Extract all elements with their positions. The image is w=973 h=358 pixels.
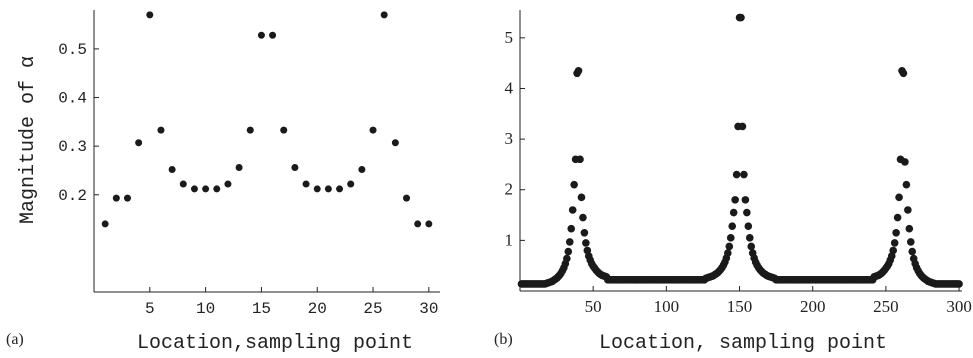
panel-b-label: (b) (494, 331, 513, 348)
panel-a-data-point (202, 185, 210, 193)
panel-b-data-point (731, 196, 739, 204)
panel-a-data-point (269, 31, 277, 39)
panel-a-data-point (403, 194, 411, 202)
panel-b-y-tick-label: 4 (505, 78, 514, 97)
panel-a-data-point (146, 11, 154, 19)
panel-b-data-point (904, 206, 912, 214)
panel-b-y-tick-label: 3 (505, 129, 514, 148)
panel-a-data-point (324, 185, 332, 193)
panel-a-data-point (313, 185, 321, 193)
panel-b-x-tick-label: 100 (654, 297, 680, 316)
panel-b-y-tick-label: 1 (505, 230, 514, 249)
panel-a-data-point (280, 126, 288, 134)
panel-a-data-point (302, 180, 310, 188)
panel-b-data-point (724, 249, 732, 257)
panel-b-data-point (567, 224, 576, 233)
panel-b-data-point (582, 239, 590, 247)
panel-a-y-tick-label: 0.2 (58, 187, 87, 205)
panel-b-data-point (568, 206, 577, 214)
panel-b-data-point (905, 224, 914, 233)
panel-b-data-point (580, 228, 589, 237)
panel-a-label: (a) (6, 331, 24, 348)
panel-a-data-point (235, 164, 243, 172)
panel-b-data-point (908, 247, 917, 256)
panel-b-data-point (747, 242, 756, 251)
panel-b-data-point (744, 222, 753, 230)
panel-b-data-point (565, 238, 574, 246)
panel-b-x-axis-title: Location, sampling point (599, 332, 887, 355)
panel-b-y-tick-label: 2 (505, 180, 514, 199)
panel-a-data-point (257, 31, 265, 39)
panel-b-x-tick-label: 300 (946, 297, 972, 316)
panel-b-data-point (725, 242, 734, 251)
panel-a-data-point (336, 185, 344, 193)
panel-b-data-point (577, 193, 586, 202)
panel-b-data-point (570, 180, 578, 189)
panel-a-y-tick-label: 0.4 (58, 90, 87, 108)
panel-a-y-axis-title: Magnitude of α (17, 56, 40, 224)
panel-a-data-point (246, 126, 254, 134)
panel-b-data-point (728, 222, 737, 230)
panel-b-x-tick-label: 50 (585, 297, 602, 316)
panel-b-y-tick-label: 5 (505, 28, 514, 47)
panel-b-data-point (895, 193, 903, 202)
panel-b-data-point (576, 155, 584, 164)
panel-a-data-point (369, 126, 377, 134)
panel-b-data-point (899, 69, 908, 78)
panel-a-data-point (157, 126, 165, 134)
panel-b-data-point (732, 170, 741, 179)
panel-b-data-point (738, 122, 747, 131)
panel-b-data-point (889, 246, 898, 255)
panel-a-x-tick-label: 10 (196, 300, 215, 318)
panel-b-data-point (892, 228, 900, 237)
panel-b-data-point (726, 234, 735, 242)
panel-a-data-point (358, 165, 366, 173)
panel-a-data-point (179, 180, 187, 188)
panel-a-data-point (101, 220, 109, 228)
panel-b-data-point (955, 280, 963, 288)
panel-a-x-tick-label: 25 (363, 300, 382, 318)
panel-b-data-point (563, 254, 571, 263)
panel-b-data-point (743, 208, 751, 217)
panel-b-data-point (745, 234, 754, 242)
panel-a-data-point (414, 220, 422, 228)
panel-b-x-tick-label: 150 (727, 297, 753, 316)
panel-a-data-point (112, 194, 120, 202)
panel-a-x-tick-label: 20 (308, 300, 327, 318)
panel-a-data-point (213, 185, 221, 193)
panel-b: 50 100 150 200 250 300 1 2 3 4 5 Location, samplin… (494, 10, 972, 355)
panel-a-y-tick-label: 0.3 (58, 138, 87, 156)
panel-a: 5 10 15 20 25 30 0.2 0.3 0.4 0.5 Magnitude of α L… (6, 10, 440, 355)
panel-a-data-point (391, 139, 399, 147)
panel-b-data-point (737, 13, 745, 22)
panel-a-data-point (190, 185, 198, 193)
panel-a-x-tick-label: 5 (145, 300, 155, 318)
panel-a-data-point (224, 180, 232, 188)
panel-a-data-point (380, 11, 388, 19)
panel-a-x-tick-label: 30 (419, 300, 438, 318)
panel-b-data-point (890, 239, 899, 247)
panel-b-x-tick-label: 250 (873, 297, 899, 316)
panel-a-data-point (425, 220, 433, 228)
panel-b-data-point (729, 208, 738, 217)
panel-a-data-point (291, 164, 299, 172)
panel-a-x-axis-title: Location,sampling point (137, 332, 413, 355)
panel-b-data-point (901, 158, 909, 166)
panel-b-data-point (741, 196, 750, 204)
panel-b-data-point (564, 247, 573, 256)
panel-b-data-point (740, 170, 748, 179)
panel-a-data-point (168, 165, 176, 173)
panel-a-y-tick-label: 0.5 (58, 41, 87, 59)
panel-a-data-point (135, 139, 143, 147)
panel-b-data-point (574, 66, 583, 75)
panel-b-data-point (902, 180, 911, 189)
panel-a-data-point (123, 194, 131, 202)
panel-b-data-point (893, 213, 902, 222)
panel-a-x-tick-label: 15 (252, 300, 271, 318)
panel-b-data-point (579, 213, 587, 222)
panel-a-data-point (347, 180, 355, 188)
panel-b-x-tick-label: 200 (800, 297, 826, 316)
panel-b-data-point (906, 238, 915, 246)
